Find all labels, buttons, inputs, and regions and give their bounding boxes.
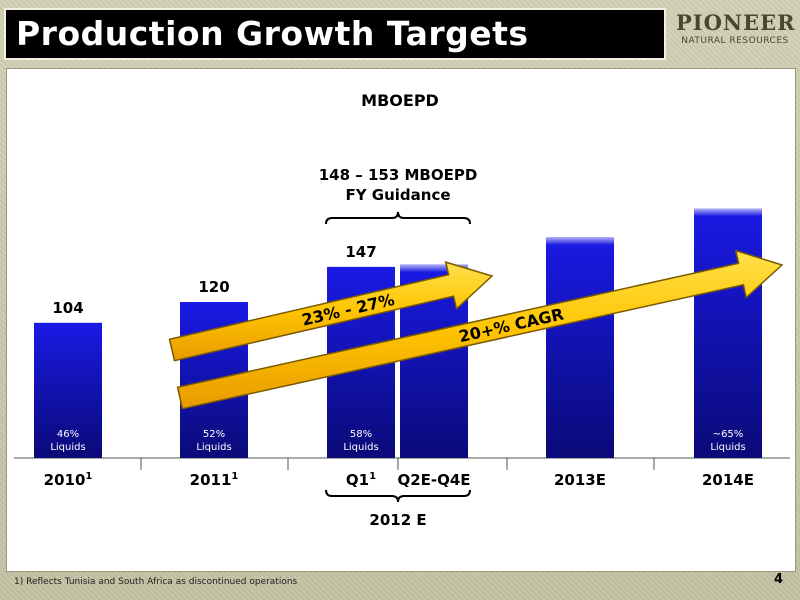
guidance-range-label: 148 – 153 MBOEPD (319, 166, 478, 184)
bar-value-label: 120 (198, 278, 229, 296)
guidance-subtitle-label: FY Guidance (345, 186, 450, 204)
company-logo: PIONEER NATURAL RESOURCES (676, 10, 796, 54)
bar-liquids-label: Liquids (343, 442, 378, 453)
category-superscript: 1 (231, 471, 238, 482)
bar-value-label: 104 (52, 299, 83, 317)
bar-liquids-percent: 52% (203, 429, 225, 440)
logo-tagline: NATURAL RESOURCES (681, 36, 789, 46)
category-superscript: 1 (85, 471, 92, 482)
guidance-bracket (325, 211, 471, 225)
bar-fade-top (546, 233, 614, 245)
group-bracket-2012 (325, 489, 471, 503)
bar-liquids-percent: 46% (57, 429, 79, 440)
category-label: 2013E (554, 471, 606, 489)
bar-liquids-percent: 58% (350, 429, 372, 440)
bar (694, 208, 762, 458)
bar-liquids-label: Liquids (50, 442, 85, 453)
bar-liquids-label: Liquids (710, 442, 745, 453)
category-label: 2014E (702, 471, 754, 489)
page-number: 4 (774, 572, 784, 587)
bar-value-label: 147 (345, 243, 376, 261)
category-label: Q11 (346, 471, 376, 489)
bar (546, 237, 614, 458)
slide-title: Production Growth Targets (16, 14, 529, 53)
bar (34, 322, 102, 458)
bar-liquids-label: Liquids (196, 442, 231, 453)
title-bar: Production Growth Targets (4, 8, 666, 60)
bar-fade-top (694, 204, 762, 217)
category-label: 20101 (44, 471, 93, 489)
cagr-arrow (176, 249, 784, 410)
bar-liquids-percent: ~65% (713, 429, 744, 440)
chart-title: MBOEPD (361, 91, 439, 110)
footnote: 1) Reflects Tunisia and South Africa as … (14, 577, 298, 587)
growth-arrow-2012 (168, 261, 494, 362)
group-label-2012: 2012 E (369, 511, 426, 529)
logo-wordmark: PIONEER (676, 10, 796, 35)
category-superscript: 1 (369, 471, 376, 482)
category-label: 20111 (190, 471, 239, 489)
category-label: Q2E-Q4E (397, 471, 470, 489)
